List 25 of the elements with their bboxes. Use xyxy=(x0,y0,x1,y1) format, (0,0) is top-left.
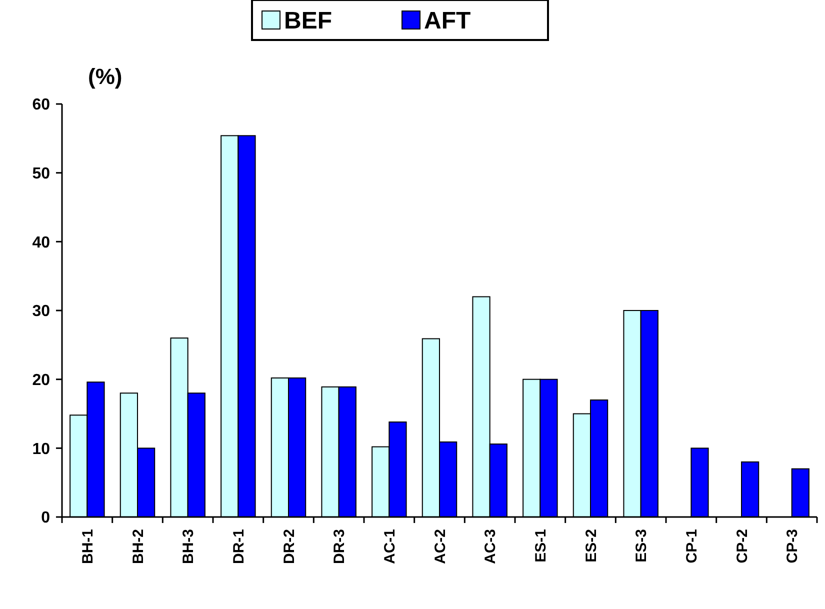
x-tick-label: BH-3 xyxy=(180,529,198,564)
y-tick-label: 10 xyxy=(32,440,50,458)
x-tick-label: DR-2 xyxy=(280,529,298,564)
x-tick-label: AC-2 xyxy=(432,529,449,564)
x-tick-label: BH-1 xyxy=(79,529,96,564)
x-tick-label: BH-2 xyxy=(130,529,147,564)
x-tick-label: CP-3 xyxy=(784,529,802,564)
x-tick-label: ES-2 xyxy=(582,529,600,562)
x-tick-label: AC-1 xyxy=(381,529,398,564)
y-tick-label: 20 xyxy=(32,372,50,389)
y-tick-label: 0 xyxy=(41,510,50,527)
y-axis-title: (%) xyxy=(88,64,122,89)
x-tick-label: ES-3 xyxy=(633,529,650,562)
x-tick-label: CP-1 xyxy=(683,529,700,564)
x-tick-label: DR-1 xyxy=(230,529,248,564)
y-tick-label: 40 xyxy=(32,234,50,252)
legend-label: AFT xyxy=(424,7,471,34)
x-tick-label: CP-2 xyxy=(734,529,751,564)
x-tick-label: AC-3 xyxy=(482,529,500,564)
x-tick-label: ES-1 xyxy=(532,529,550,562)
x-tick-label: DR-3 xyxy=(331,529,348,564)
y-tick-label: 50 xyxy=(32,165,50,182)
legend-label: BEF xyxy=(284,7,332,34)
y-tick-label: 30 xyxy=(32,303,50,320)
y-tick-label: 60 xyxy=(32,96,50,114)
